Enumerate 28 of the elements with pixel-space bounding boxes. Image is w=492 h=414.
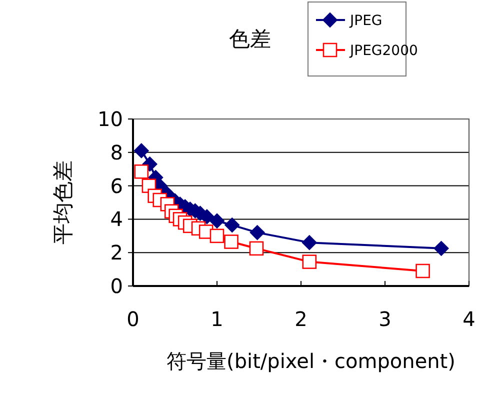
point [416, 264, 430, 278]
point [224, 234, 238, 249]
y-tick-label: 0 [110, 274, 123, 298]
y-tick-label: 4 [110, 207, 123, 232]
legend-label: JPEG2000 [349, 43, 418, 59]
x-tick-label: 4 [462, 307, 476, 331]
point [224, 218, 240, 233]
y-tick-label: 2 [110, 240, 123, 265]
point [210, 228, 224, 244]
point [134, 143, 149, 158]
point [302, 235, 317, 250]
x-tick-label: 0 [126, 307, 140, 331]
legend-label: JPEG [349, 13, 382, 29]
y-axis-title: 平均色差 [51, 160, 75, 244]
y-tick-label: 6 [110, 174, 123, 198]
chart-title: 色差 [229, 27, 271, 51]
x-axis-title: 符号量(bit/pixel・component) [166, 349, 456, 373]
point [210, 213, 224, 228]
x-tick-label: 3 [378, 307, 392, 331]
point [250, 225, 265, 240]
point [434, 240, 449, 256]
point [249, 241, 264, 256]
y-tick-label: 8 [110, 140, 123, 164]
point [302, 254, 317, 269]
y-tick-label: 10 [98, 107, 123, 131]
x-tick-label: 1 [210, 307, 224, 331]
point [134, 164, 149, 179]
x-tick-label: 2 [294, 307, 308, 331]
